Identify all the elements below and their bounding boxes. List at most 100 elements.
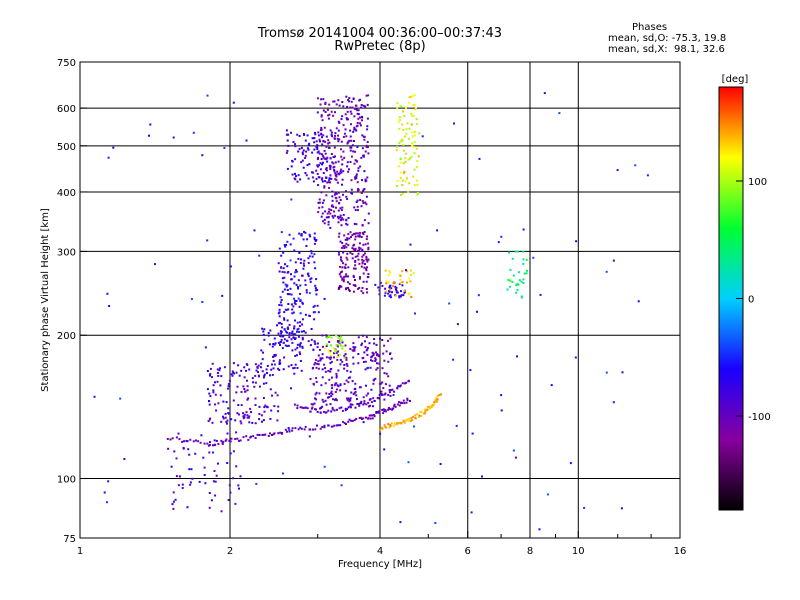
x-tick-label: 8 (527, 546, 533, 557)
data-point (235, 431, 238, 434)
data-point (357, 252, 360, 255)
data-point (416, 192, 419, 195)
data-point (407, 101, 410, 104)
data-point (303, 230, 305, 233)
data-point (316, 97, 319, 100)
data-point (324, 158, 327, 161)
data-point (305, 291, 308, 294)
data-point (314, 393, 317, 396)
data-point (323, 149, 326, 152)
data-point (299, 284, 302, 287)
data-point (237, 484, 240, 487)
data-point (295, 300, 298, 302)
data-point (285, 243, 288, 246)
data-point (408, 182, 411, 185)
data-point (424, 411, 427, 413)
data-point (646, 174, 649, 177)
data-point (297, 174, 300, 177)
data-point (385, 282, 388, 285)
data-point (373, 399, 376, 402)
data-point (227, 385, 230, 388)
data-point (335, 334, 338, 337)
data-point (295, 354, 298, 357)
data-point (321, 376, 324, 379)
data-point (316, 304, 319, 307)
data-point (336, 345, 339, 348)
data-point (414, 312, 416, 315)
data-point (269, 388, 272, 391)
data-point (328, 103, 331, 106)
data-point (313, 141, 316, 144)
data-point (396, 145, 399, 148)
data-point (290, 303, 293, 306)
data-point (330, 209, 333, 212)
data-point (181, 487, 184, 489)
data-point (327, 220, 330, 223)
data-point (192, 440, 195, 443)
data-point (186, 440, 189, 443)
data-point (506, 288, 509, 291)
data-point (321, 405, 324, 408)
data-point (220, 420, 223, 423)
data-point (367, 276, 370, 279)
data-point (361, 179, 363, 182)
data-point (289, 243, 292, 246)
data-point (345, 363, 348, 365)
data-point (522, 258, 525, 261)
data-point (360, 104, 363, 106)
data-point (178, 438, 181, 441)
data-point (433, 403, 436, 406)
data-point (365, 146, 368, 149)
data-point (412, 175, 415, 178)
data-point (403, 402, 406, 405)
data-point (320, 153, 323, 156)
phase-stats-o-mode: mean, sd,O: -75.3, 19.8 (608, 33, 727, 44)
data-point (300, 146, 303, 149)
data-point (228, 379, 231, 382)
data-point (338, 173, 341, 176)
data-point (330, 177, 333, 180)
data-point (223, 147, 226, 149)
data-point (421, 135, 424, 138)
data-point (352, 342, 355, 345)
data-point (227, 499, 230, 501)
data-point (217, 462, 219, 465)
data-point (398, 119, 401, 121)
data-point (286, 345, 289, 347)
data-point (328, 113, 331, 116)
data-point (212, 480, 215, 483)
data-point (399, 158, 402, 161)
data-point (365, 144, 368, 147)
data-point (329, 212, 332, 215)
data-point (325, 345, 328, 347)
data-point (262, 330, 265, 333)
data-point (273, 355, 276, 358)
data-point (299, 262, 302, 264)
data-point (335, 206, 337, 209)
chart-subtitle: RwPretec (8p) (334, 39, 426, 54)
data-point (405, 106, 407, 109)
data-point (326, 156, 329, 159)
data-point (299, 292, 301, 295)
data-point (314, 287, 317, 290)
data-point (208, 392, 211, 395)
data-point (388, 426, 391, 429)
data-point (341, 206, 344, 209)
x-tick-label: 16 (674, 546, 687, 557)
data-point (337, 129, 340, 132)
data-point (355, 417, 358, 420)
data-point (362, 403, 365, 406)
data-point (347, 286, 349, 289)
data-point (358, 249, 361, 252)
data-point (242, 436, 245, 439)
data-point (384, 409, 387, 412)
data-point (355, 201, 358, 203)
data-point (299, 406, 302, 409)
data-point (278, 315, 281, 318)
data-point (262, 351, 264, 354)
data-point (192, 131, 195, 134)
data-point (336, 356, 339, 358)
data-point (293, 327, 295, 330)
data-point (317, 360, 320, 363)
